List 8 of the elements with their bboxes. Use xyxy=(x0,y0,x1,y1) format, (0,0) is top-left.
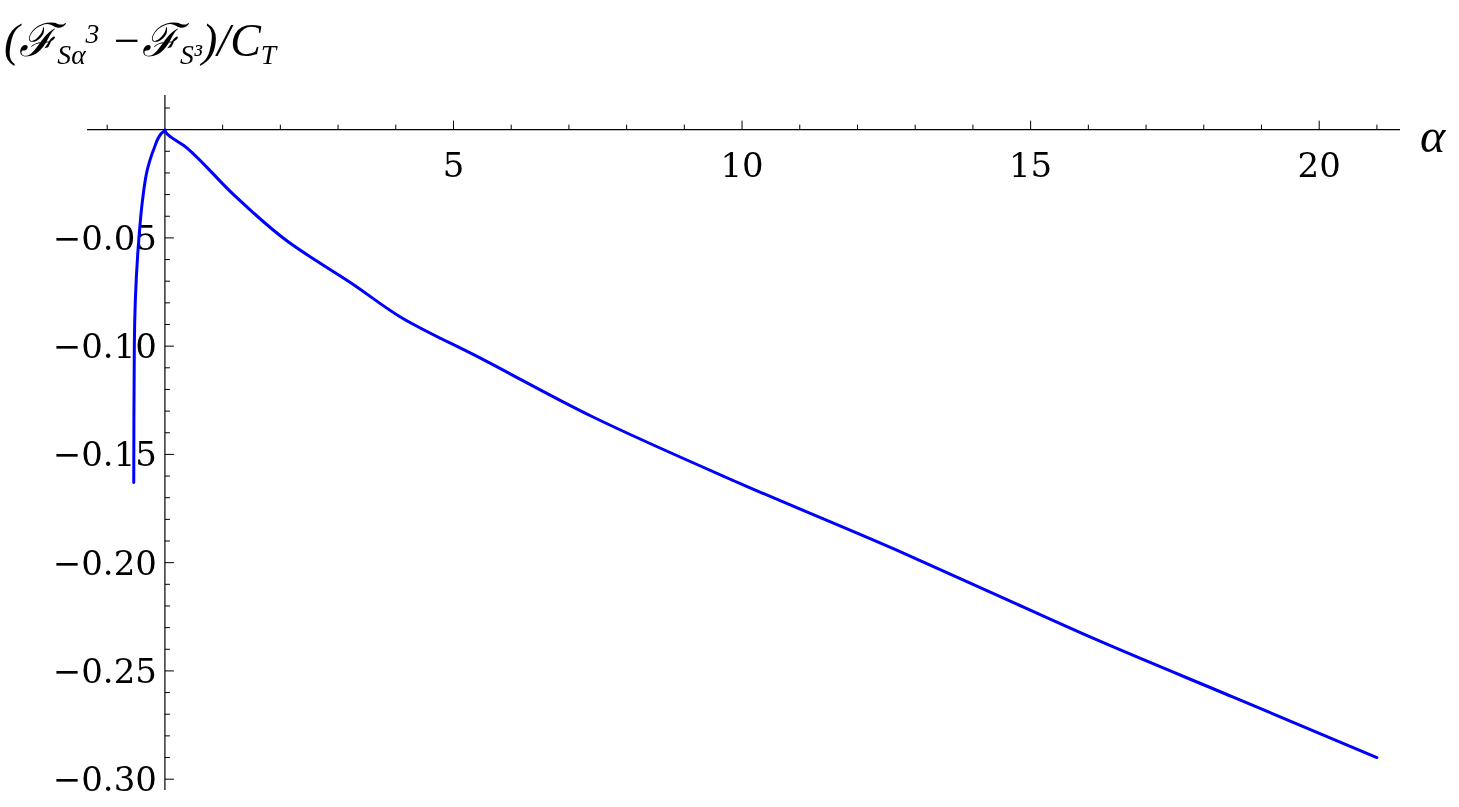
x-tick-label: 20 xyxy=(1297,144,1341,185)
x-tick-label: 15 xyxy=(1009,144,1053,185)
x-axis-title: α xyxy=(1420,108,1446,162)
x-tick-label: 5 xyxy=(442,144,465,185)
y-tick-label: −0.30 xyxy=(52,759,157,800)
y-tick-label: −0.25 xyxy=(52,650,157,691)
x-tick-label: 10 xyxy=(720,144,764,185)
y-tick-label: −0.20 xyxy=(52,542,157,583)
